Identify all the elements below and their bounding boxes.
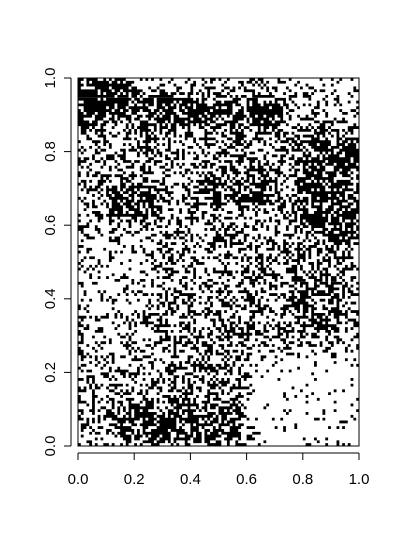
raster-image	[78, 78, 359, 446]
x-tick-label: 0.2	[124, 471, 145, 488]
y-tick-label: 0.8	[42, 141, 59, 162]
y-tick-label: 0.6	[42, 215, 59, 236]
x-tick-label: 0.8	[292, 471, 313, 488]
x-tick-label: 0.4	[180, 471, 201, 488]
x-tick-label: 1.0	[349, 471, 370, 488]
y-tick-label: 0.2	[42, 362, 59, 383]
x-axis: 0.0 0.2 0.4 0.6 0.8 1.0	[68, 452, 370, 488]
x-tick-label: 0.0	[68, 471, 89, 488]
plot-axes	[77, 77, 360, 447]
y-tick-label: 0.0	[42, 436, 59, 457]
raster-pixels	[78, 78, 359, 446]
y-axis: 0.0 0.2 0.4 0.6 0.8 1.0	[42, 68, 72, 457]
plot-frame	[77, 77, 360, 447]
y-tick-label: 0.4	[42, 288, 59, 309]
x-tick-label: 0.6	[236, 471, 257, 488]
y-tick-label: 1.0	[42, 68, 59, 89]
